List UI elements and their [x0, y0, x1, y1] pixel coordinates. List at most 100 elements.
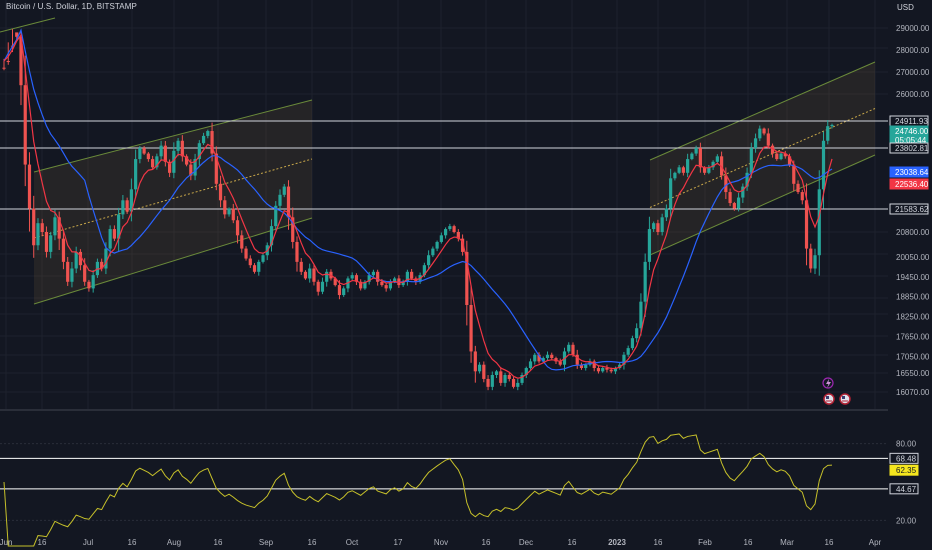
- rsi-pane: 80.00 68.48 62.35 44.67 20.00: [0, 433, 919, 547]
- price-tag-text: 05:05:44: [895, 136, 927, 145]
- time-tick-label: 16: [308, 538, 317, 547]
- candle-body: [393, 278, 397, 282]
- price-tick-label: 28000.00: [896, 46, 930, 55]
- candle-body: [125, 200, 129, 212]
- channel-upper-line: [649, 61, 876, 161]
- candle-body: [316, 281, 320, 292]
- candle-body: [571, 344, 575, 355]
- candle-body: [405, 271, 409, 282]
- candle-body: [635, 328, 639, 339]
- price-tag-box: [889, 178, 929, 190]
- price-tag-text: 24746.00: [895, 127, 929, 136]
- candle-body: [40, 223, 44, 232]
- candle-body: [146, 153, 150, 160]
- candle-body: [605, 368, 609, 370]
- us-flag-event-icon-canton: [826, 396, 829, 399]
- candle-body: [690, 153, 694, 160]
- price-tag-box: [889, 142, 929, 154]
- candle-body: [252, 265, 257, 272]
- channel-left: [33, 99, 313, 305]
- candle-body: [70, 268, 74, 282]
- time-tick-label: 16: [128, 538, 137, 547]
- price-tag-box: [889, 166, 929, 178]
- candle-body: [384, 285, 388, 289]
- candle-body: [622, 354, 626, 365]
- candle-body: [444, 229, 448, 236]
- candle-body: [770, 145, 775, 154]
- us-flag-event-icon-canton: [842, 396, 845, 399]
- candle-body: [269, 226, 274, 246]
- candle-body: [104, 248, 108, 269]
- price-tick-label: 20800.00: [896, 228, 930, 237]
- time-tick-label: 16: [214, 538, 223, 547]
- candle-body: [652, 223, 656, 230]
- candle-body: [728, 192, 732, 204]
- channel-lower-line: [649, 154, 876, 256]
- candle-body: [117, 214, 121, 239]
- rsi-tag-box: [889, 452, 919, 464]
- time-tick-label: Sep: [259, 538, 274, 547]
- candle-body: [129, 189, 133, 212]
- candle-body: [257, 261, 261, 272]
- candle-body: [278, 194, 282, 206]
- price-tick-label: 26000.00: [896, 90, 930, 99]
- candle-body: [223, 200, 227, 215]
- candle-body: [448, 226, 452, 230]
- time-tick-label: 16: [654, 538, 663, 547]
- candle-body: [138, 148, 142, 160]
- rsi-tag: 68.48: [889, 452, 919, 464]
- candle-body: [201, 135, 206, 144]
- candle-body: [367, 275, 371, 282]
- time-tick-label: Apr: [869, 538, 882, 547]
- candle-body: [53, 217, 57, 236]
- time-tick-label: Oct: [346, 538, 359, 547]
- currency-label: USD: [897, 3, 914, 12]
- candle-body: [821, 140, 826, 190]
- candle-body: [762, 128, 766, 134]
- price-tag-text: 23802.81: [895, 144, 929, 153]
- channel-mid-line: [649, 108, 876, 208]
- symbol-title: Bitcoin / U.S. Dollar, 1D, BITSTAMP: [6, 2, 137, 11]
- candle-body: [19, 36, 23, 86]
- time-axis: Jun 16 Jul 16 Aug 16 Sep 16 Oct 17 Nov 16 Dec 16 2023 1…: [0, 538, 882, 547]
- candle-body: [584, 364, 588, 369]
- candle-body: [193, 159, 197, 176]
- candle-body: [490, 374, 494, 387]
- candle-body: [431, 248, 435, 256]
- candle-body: [643, 261, 647, 302]
- candle-body: [533, 354, 537, 362]
- candle-body: [435, 241, 439, 249]
- candle-body: [775, 153, 779, 160]
- candle-body: [800, 192, 804, 201]
- event-icons: [822, 377, 851, 405]
- rsi-tag-box: [889, 483, 919, 495]
- candle-body: [274, 205, 278, 227]
- candle-body: [813, 255, 817, 269]
- candle-body: [168, 161, 172, 173]
- candle-body: [724, 175, 728, 193]
- candle-body: [261, 255, 265, 262]
- time-tick-label: 17: [394, 538, 403, 547]
- candle-body: [333, 278, 337, 286]
- candle-body: [677, 167, 681, 173]
- time-tick-label: Feb: [698, 538, 712, 547]
- price-tick-label: 16070.00: [896, 388, 930, 397]
- candle-body: [350, 275, 354, 279]
- candle-body: [758, 128, 762, 139]
- candle-body: [516, 382, 520, 387]
- candle-body: [206, 131, 210, 136]
- candle-body: [180, 140, 184, 157]
- price-tag-text: 23038.64: [895, 168, 929, 177]
- candle-body: [172, 150, 176, 173]
- price-tick-label: 16550.00: [896, 369, 930, 378]
- candle-body: [66, 261, 70, 282]
- candle-body: [231, 208, 235, 221]
- grid: [0, 0, 888, 410]
- rsi-tag-box: [889, 464, 919, 476]
- candle-body: [664, 208, 668, 218]
- channel-fill: [34, 100, 312, 304]
- candle-body: [299, 261, 303, 272]
- candle-body: [363, 281, 367, 289]
- price-tag-ma-slow: 23038.64: [889, 166, 929, 178]
